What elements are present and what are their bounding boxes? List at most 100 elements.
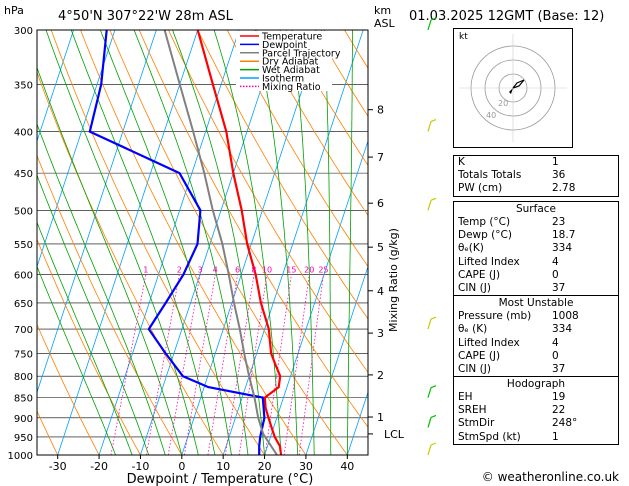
- legend-label: Temperature: [261, 32, 322, 43]
- wind-barb-flag: [430, 118, 437, 123]
- wet-adiabat: [172, 30, 265, 455]
- dry-adiabat: [138, 30, 368, 428]
- mixing-ratio-label: 8: [251, 266, 256, 275]
- pressure-tick-label: 300: [14, 26, 33, 37]
- wet-adiabat: [37, 265, 116, 455]
- dry-adiabat: [256, 30, 368, 217]
- x-tick-label: -30: [49, 460, 67, 473]
- wet-adiabat: [37, 66, 183, 455]
- axes: 1 2 3 4 6 8 10 15 20 2530035040045050055060065070…: [8, 26, 405, 473]
- pressure-unit-label: hPa: [4, 4, 24, 17]
- pressure-tick-label: 700: [14, 325, 33, 336]
- surface-row: Temp (°C) 23: [458, 216, 566, 228]
- plot-frame: [36, 29, 369, 456]
- wind-barb-flag: [430, 17, 437, 21]
- mixing-ratio-line: [110, 274, 147, 455]
- mu-row: θₑ (K) 334: [458, 323, 573, 336]
- wind-barb: [427, 318, 432, 330]
- mixing-ratio-line: [145, 274, 180, 455]
- pressure-tick-label: 350: [14, 80, 33, 91]
- y-axis-label-right: Mixing Ratio (g/kg): [387, 228, 400, 332]
- wind-barb-flag: [430, 316, 437, 320]
- pressure-tick-label: 900: [14, 414, 33, 425]
- surface-row: CIN (J) 37: [458, 281, 566, 294]
- background-grid: [37, 30, 368, 455]
- wet-adiabat: [291, 30, 315, 455]
- location-title: 4°50'N 307°22'W 28m ASL: [58, 9, 234, 24]
- mixing-ratio-line: [283, 274, 310, 455]
- wind-barb-flag: [430, 197, 437, 201]
- mixing-ratio-line: [298, 274, 324, 455]
- mixing-ratio-label: 2: [177, 266, 182, 275]
- x-tick-label: 30: [299, 460, 313, 473]
- x-tick-label: 20: [258, 460, 272, 473]
- pressure-tick-label: 850: [14, 394, 33, 405]
- mu-row: Lifted Index 4: [458, 336, 559, 349]
- surface-row: Lifted Index 4: [458, 255, 559, 268]
- mixing-ratio-label: 1: [143, 266, 148, 275]
- legend-label: Dewpoint: [262, 40, 307, 51]
- hodograph-ring-label: 40: [486, 111, 496, 120]
- dry-adiabat: [37, 71, 224, 455]
- km-tick-label: 5: [377, 241, 384, 254]
- pressure-tick-label: 600: [14, 271, 33, 282]
- km-tick-label: 2: [377, 369, 384, 382]
- copyright-footer: © weatheronline.co.uk: [481, 470, 619, 484]
- dry-adiabat: [285, 30, 368, 167]
- x-tick-label: -20: [90, 460, 108, 473]
- mixing-ratio-line: [224, 274, 255, 455]
- sounding-profiles: [88, 30, 283, 455]
- hodograph-table-title: Hodograph: [454, 376, 618, 391]
- dry-adiabat: [37, 238, 141, 455]
- wet-adiabat: [70, 30, 216, 455]
- x-tick-label: 40: [340, 460, 354, 473]
- km-tick-label: 7: [377, 151, 384, 164]
- wet-adiabat: [133, 30, 249, 455]
- surface-title: Surface: [515, 203, 556, 215]
- isotherm: [222, 30, 364, 455]
- dry-adiabat: [197, 30, 368, 320]
- hodo-row: SREH 22: [458, 404, 566, 417]
- most-unstable-title: Most Unstable: [454, 295, 618, 310]
- dry-adiabat: [37, 154, 183, 455]
- height-unit-label: km: [374, 4, 391, 17]
- mixing-ratio-line: [183, 274, 216, 455]
- dry-adiabat: [109, 30, 348, 455]
- series-line-parcel-trajectory: [163, 30, 278, 455]
- pressure-tick-label: 950: [14, 433, 33, 444]
- legend-label: Isotherm: [262, 74, 304, 85]
- km-tick-label: 3: [377, 327, 384, 340]
- mu-row: CAPE (J) 0: [458, 349, 559, 362]
- km-tick-label: 6: [377, 197, 384, 210]
- wind-barb: [427, 121, 432, 132]
- x-tick-label: 0: [178, 460, 185, 473]
- height-unit-label-asl: ASL: [374, 17, 396, 30]
- wind-barb: [427, 444, 432, 456]
- km-tick-label: 4: [377, 285, 384, 298]
- km-tick-label: 8: [377, 104, 384, 117]
- legend-label: Parcel Trajectory: [262, 48, 341, 59]
- wind-barb: [427, 19, 432, 31]
- wet-adiabat: [37, 123, 166, 455]
- isotherm: [98, 30, 240, 455]
- pressure-tick-label: 750: [14, 349, 33, 360]
- isotherm: [57, 30, 199, 455]
- wind-barb: [427, 200, 432, 211]
- legend-label: Mixing Ratio: [262, 82, 321, 93]
- mixing-ratio-line: [238, 274, 268, 455]
- mixing-ratio-label: 6: [235, 266, 240, 275]
- wind-barb: [427, 387, 432, 398]
- datetime-title: 01.03.2025 12GMT (Base: 12): [409, 9, 604, 24]
- wind-barb: [427, 417, 432, 428]
- wet-adiabat: [37, 174, 150, 455]
- pressure-tick-label: 450: [14, 169, 33, 180]
- pressure-tick-label: 500: [14, 206, 33, 217]
- wet-adiabat: [346, 30, 353, 455]
- mu-row: CIN (J) 37: [458, 362, 566, 375]
- mixing-ratio-label: 20: [304, 266, 314, 275]
- isotherm: [305, 265, 368, 455]
- mixing-ratio-label: 3: [198, 266, 203, 275]
